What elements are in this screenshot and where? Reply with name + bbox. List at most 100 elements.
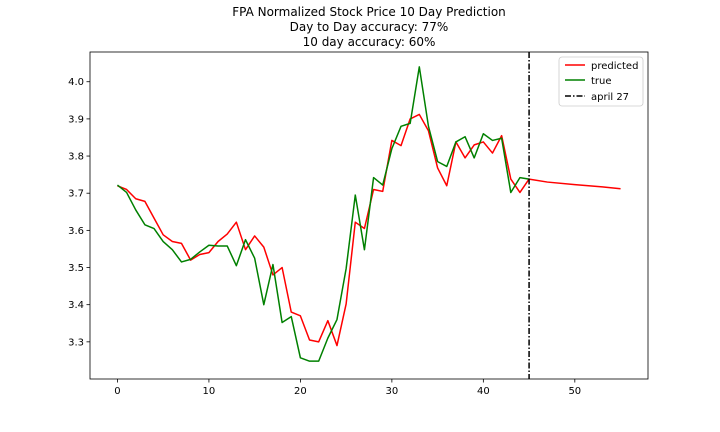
data-point-true [336, 319, 338, 321]
data-point-true [181, 261, 183, 263]
data-point-true [309, 360, 311, 362]
data-point-true [236, 265, 238, 267]
data-point-true [519, 177, 521, 179]
data-point-true [281, 322, 283, 324]
data-point-predicted [574, 184, 576, 186]
data-point-true [492, 140, 494, 142]
data-point-true [135, 209, 137, 211]
data-point-true [300, 357, 302, 359]
chart-title-line-1: FPA Normalized Stock Price 10 Day Predic… [232, 5, 506, 19]
data-point-true [483, 133, 485, 135]
y-tick-label: 3.4 [68, 300, 84, 311]
y-tick-label: 3.5 [68, 263, 84, 274]
data-point-predicted [620, 188, 622, 190]
legend-label-predicted: predicted [591, 61, 638, 72]
data-point-true [437, 161, 439, 163]
data-point-predicted [162, 234, 164, 236]
data-point-true [400, 126, 402, 128]
legend-box [558, 56, 644, 107]
data-point-true [272, 264, 274, 266]
data-point-predicted [601, 186, 603, 188]
data-point-true [162, 241, 164, 243]
data-point-predicted [473, 144, 475, 146]
y-tick-label: 3.3 [68, 337, 84, 348]
data-point-predicted [547, 181, 549, 183]
data-point-predicted [318, 341, 320, 343]
data-point-predicted [199, 254, 201, 256]
data-point-true [226, 245, 228, 247]
data-point-predicted [263, 246, 265, 248]
y-tick-label: 3.6 [68, 226, 84, 237]
data-point-predicted [300, 315, 302, 317]
data-point-true [263, 304, 265, 306]
data-point-true [364, 249, 366, 251]
data-point-predicted [208, 252, 210, 254]
legend-label-april-27: april 27 [591, 92, 629, 103]
x-tick-label: 30 [386, 386, 399, 397]
y-tick-label: 3.8 [68, 152, 84, 163]
data-point-predicted [391, 140, 393, 142]
x-tick-label: 0 [114, 386, 120, 397]
data-point-true [190, 259, 192, 261]
x-tick-label: 10 [203, 386, 216, 397]
data-point-predicted [217, 241, 219, 243]
x-tick-label: 40 [477, 386, 490, 397]
data-point-true [345, 268, 347, 270]
data-point-true [208, 244, 210, 246]
data-point-predicted [135, 198, 137, 200]
series-layer [116, 66, 622, 362]
data-point-predicted [172, 241, 174, 243]
data-point-true [117, 184, 119, 186]
chart-title-line-3: 10 day accuracy: 60% [303, 35, 436, 49]
data-point-predicted [290, 311, 292, 313]
data-point-true [199, 251, 201, 253]
data-point-predicted [492, 152, 494, 154]
data-point-true [373, 177, 375, 179]
data-point-predicted [464, 157, 466, 159]
data-point-true [172, 249, 174, 251]
data-point-true [419, 66, 421, 68]
legend-label-true: true [591, 76, 612, 87]
data-point-predicted [144, 201, 146, 203]
data-point-true [510, 192, 512, 194]
data-point-predicted [483, 141, 485, 143]
data-point-true [217, 245, 219, 247]
data-point-true [473, 157, 475, 159]
x-tick-label: 20 [294, 386, 307, 397]
data-point-predicted [419, 114, 421, 116]
data-point-true [455, 141, 457, 143]
data-point-true [446, 166, 448, 168]
data-point-predicted [327, 320, 329, 322]
data-point-predicted [437, 167, 439, 169]
y-tick-label: 3.7 [68, 189, 84, 200]
y-axis: 3.3 3.4 3.5 3.6 3.7 3.8 3.9 4.0 [68, 77, 90, 348]
x-axis: 0 10 20 30 40 50 [114, 379, 581, 397]
series-line-true [116, 66, 530, 362]
data-point-predicted [153, 217, 155, 219]
data-point-predicted [181, 243, 183, 245]
data-point-true [290, 316, 292, 318]
data-point-true [153, 228, 155, 230]
data-point-predicted [254, 235, 256, 237]
data-point-predicted [354, 221, 356, 223]
data-point-true [409, 123, 411, 125]
data-point-true [126, 192, 128, 194]
data-point-predicted [510, 178, 512, 180]
data-point-predicted [345, 303, 347, 305]
data-point-true [464, 136, 466, 138]
data-point-predicted [236, 221, 238, 223]
data-point-predicted [226, 233, 228, 235]
data-point-predicted [336, 345, 338, 347]
data-point-predicted [400, 145, 402, 147]
y-tick-label: 3.9 [68, 114, 84, 125]
data-point-true [391, 148, 393, 150]
data-point-true [382, 184, 384, 186]
data-point-predicted [309, 339, 311, 341]
data-point-true [327, 337, 329, 339]
y-tick-label: 4.0 [68, 77, 84, 88]
data-point-true [428, 126, 430, 128]
data-point-true [354, 194, 356, 196]
data-point-true [501, 137, 503, 139]
data-point-true [318, 360, 320, 362]
